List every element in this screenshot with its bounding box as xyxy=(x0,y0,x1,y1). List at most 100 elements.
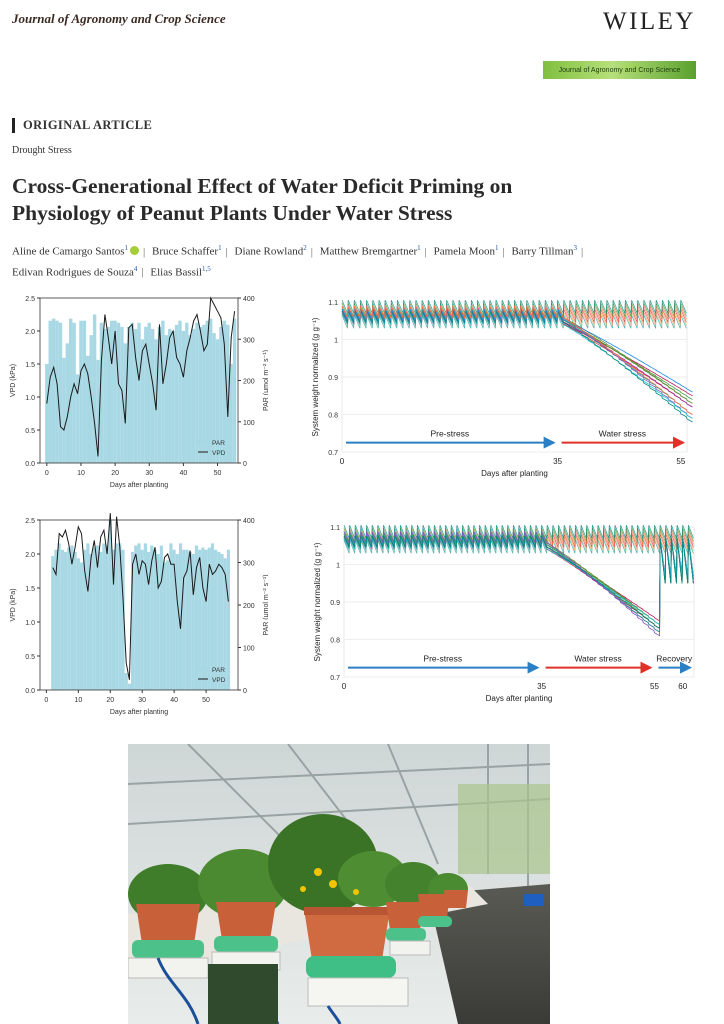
x-tick-label: 30 xyxy=(138,697,146,704)
par-bar xyxy=(57,543,61,690)
stressed-series-line xyxy=(343,535,694,629)
par-bar xyxy=(229,364,233,463)
author-name[interactable]: Pamela Moon xyxy=(433,245,496,258)
par-bar xyxy=(51,318,56,463)
author-name[interactable]: Elias Bassil xyxy=(150,266,202,279)
journal-name: Journal of Agronomy and Crop Science xyxy=(12,11,226,26)
phase-label: Water stress xyxy=(599,429,646,439)
par-bar xyxy=(60,549,64,690)
author-name[interactable]: Aline de Camargo Santos xyxy=(12,245,125,258)
y-axis-label: System weight normalized (g g⁻¹) xyxy=(311,317,320,436)
y-tick-label: 1 xyxy=(336,563,340,570)
par-bar xyxy=(99,551,103,690)
par-bar xyxy=(181,331,186,463)
par-bar xyxy=(146,551,151,690)
par-bar xyxy=(162,562,167,690)
y-tick-label: 0.7 xyxy=(328,450,338,457)
y2-tick-label: 400 xyxy=(243,296,255,303)
par-bar xyxy=(191,554,195,690)
par-bar xyxy=(95,545,100,690)
author-affiliation: 4 xyxy=(133,264,138,273)
par-bar xyxy=(171,331,175,463)
x-tick-label: 60 xyxy=(678,682,687,691)
par-bar xyxy=(156,554,160,690)
par-bar xyxy=(127,326,131,463)
pot-trays xyxy=(132,916,452,978)
author-separator: | xyxy=(502,245,505,258)
legend-vpd-label: VPD xyxy=(212,450,226,457)
x-tick-label: 10 xyxy=(74,697,82,704)
par-bar xyxy=(137,322,141,463)
phase-label: Pre-stress xyxy=(430,429,469,439)
par-bar xyxy=(208,318,213,463)
y-tick-label: 1.0 xyxy=(25,620,35,627)
y-tick-label: 0.8 xyxy=(330,638,340,645)
y-tick-label: 0.0 xyxy=(25,688,35,695)
x-tick-label: 55 xyxy=(650,682,659,691)
author-affiliation: 1,5 xyxy=(202,264,211,273)
par-bar xyxy=(144,326,148,463)
par-bar xyxy=(86,543,90,690)
y-tick-label: 0.0 xyxy=(25,461,35,468)
author-name[interactable]: Bruce Schaffer xyxy=(151,245,219,258)
publisher-logo: WILEY xyxy=(602,8,696,35)
y2-tick-label: 100 xyxy=(243,420,255,427)
par-bar xyxy=(182,549,186,690)
par-bar xyxy=(75,374,80,463)
author-name[interactable]: Diane Rowland xyxy=(234,245,304,258)
legend-par-label: PAR xyxy=(212,667,225,674)
par-bar xyxy=(168,328,172,463)
par-bar xyxy=(226,324,230,463)
author-name[interactable]: Matthew Bremgartner xyxy=(319,245,418,258)
par-bar xyxy=(133,328,138,463)
par-bar xyxy=(161,320,165,463)
par-bar xyxy=(169,543,173,690)
system-weight-chart-2: 0.7 0.8 0.9 1 1.1 0 35 55 60 Days after planting S… xyxy=(313,524,695,703)
author-separator: | xyxy=(424,245,427,258)
par-bar xyxy=(153,549,157,690)
x-tick-label: 20 xyxy=(106,697,114,704)
par-bar xyxy=(204,549,208,690)
y2-tick-label: 200 xyxy=(243,379,255,386)
orcid-icon[interactable] xyxy=(130,245,140,255)
x-tick-label: 0 xyxy=(44,697,48,704)
par-bar xyxy=(147,322,151,463)
author-name[interactable]: Edivan Rodrigues de Souza xyxy=(12,266,134,279)
par-bar xyxy=(226,549,231,690)
legend-par-swatch xyxy=(198,439,208,445)
y-tick-label: 0.9 xyxy=(328,375,338,382)
author-affiliation: 1 xyxy=(495,244,499,252)
par-bar xyxy=(157,326,162,463)
par-bar xyxy=(207,547,211,690)
x-tick-label: 10 xyxy=(77,470,85,477)
par-bar xyxy=(102,543,106,690)
par-bar xyxy=(191,328,196,463)
par-bar xyxy=(111,549,116,690)
legend-par-swatch xyxy=(198,666,208,672)
author-affiliation: 3 xyxy=(573,244,578,252)
y-tick-label: 2.5 xyxy=(25,518,35,525)
par-bar xyxy=(201,547,205,690)
x-tick-label: 20 xyxy=(111,470,119,477)
y-axis-label: VPD (kPa) xyxy=(10,588,17,621)
article-type: ORIGINAL ARTICLE xyxy=(12,118,152,133)
author-name[interactable]: Barry Tillman xyxy=(511,245,574,258)
par-bar xyxy=(116,322,121,463)
blue-container xyxy=(524,894,544,906)
phase-label: Pre-stress xyxy=(423,654,462,664)
x-axis-label: Days after planting xyxy=(110,709,168,716)
par-bar xyxy=(72,322,76,463)
journal-banner-text: Journal of Agronomy and Crop Science xyxy=(558,66,681,74)
par-bar xyxy=(121,549,125,690)
par-bar xyxy=(175,554,179,690)
par-bar xyxy=(103,328,107,463)
author-list: Aline de Camargo Santos1 | Bruce Schaffer… xyxy=(12,240,712,281)
vpd-line xyxy=(52,513,229,680)
par-bar xyxy=(143,543,147,690)
par-bar xyxy=(217,551,221,690)
par-bar xyxy=(188,551,192,690)
author-affiliation: 1 xyxy=(417,244,421,252)
par-bar xyxy=(83,549,87,690)
stressed-series-line xyxy=(341,307,693,393)
y-tick-label: 1 xyxy=(334,338,338,345)
